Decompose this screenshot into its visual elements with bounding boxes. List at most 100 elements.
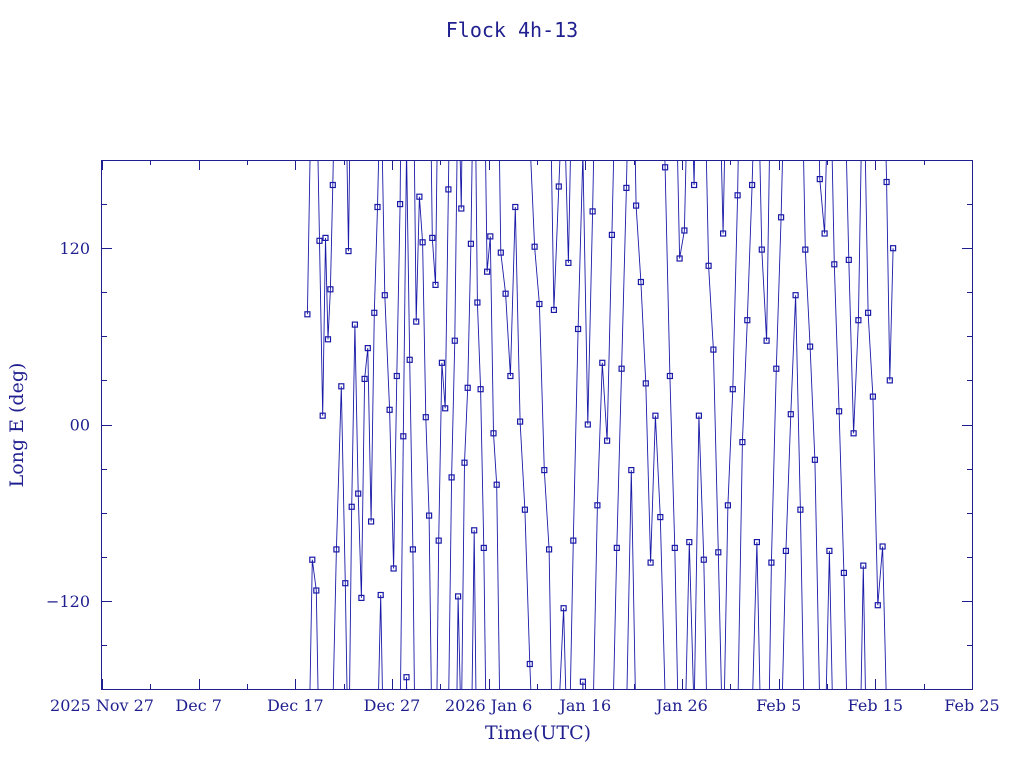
x-tick-label: 2026 Jan 6	[445, 696, 532, 715]
data-point	[811, 456, 819, 463]
data-point	[368, 518, 375, 525]
data-point	[550, 306, 558, 313]
data-point	[715, 549, 722, 556]
data-point	[657, 513, 664, 521]
data-point	[850, 430, 857, 437]
data-point	[545, 546, 553, 553]
data-point	[393, 372, 400, 380]
data-point	[304, 311, 311, 318]
data-point	[390, 565, 397, 572]
chart-title: Flock 4h-13	[446, 18, 578, 42]
data-point	[403, 674, 410, 681]
data-point	[531, 243, 538, 250]
data-point	[442, 405, 449, 412]
x-tick-label: Feb 5	[756, 696, 801, 715]
series-traces	[306, 160, 894, 689]
data-point	[480, 544, 487, 552]
data-point	[768, 559, 775, 566]
data-point	[467, 240, 474, 247]
data-point	[474, 299, 481, 306]
data-point	[502, 290, 509, 297]
x-tick-label: Dec 27	[364, 696, 421, 715]
data-point	[686, 538, 693, 546]
data-point	[490, 430, 497, 437]
data-point	[594, 502, 601, 509]
data-point	[802, 246, 809, 253]
data-point	[435, 537, 442, 544]
data-point	[541, 467, 548, 474]
data-point	[570, 537, 577, 544]
data-point	[381, 292, 388, 299]
data-point	[681, 227, 688, 234]
data-point	[777, 214, 785, 221]
data-point	[438, 359, 445, 366]
data-point	[671, 544, 678, 552]
data-point	[386, 406, 393, 413]
data-point	[816, 176, 823, 183]
data-point	[753, 538, 761, 546]
data-point	[773, 365, 780, 372]
data-point	[690, 181, 698, 189]
data-point	[461, 459, 468, 466]
data-point	[364, 345, 371, 352]
data-point	[493, 481, 500, 488]
data-point	[555, 183, 562, 190]
data-point	[734, 192, 741, 199]
data-point	[526, 660, 533, 668]
x-tick-label: Feb 25	[944, 696, 999, 715]
series-line	[306, 160, 894, 689]
data-point	[700, 556, 707, 563]
data-point	[864, 309, 872, 316]
data-point	[512, 203, 519, 211]
data-point	[345, 248, 352, 255]
data-point	[886, 377, 893, 384]
data-point	[406, 356, 413, 363]
x-tick-label: Dec 17	[267, 696, 324, 715]
data-point	[729, 386, 736, 393]
data-point	[613, 544, 620, 552]
data-point	[710, 346, 717, 353]
data-point	[313, 587, 320, 594]
data-point	[782, 547, 790, 555]
data-point	[322, 234, 329, 241]
data-point	[826, 547, 833, 555]
data-point	[652, 412, 659, 419]
data-point	[374, 203, 381, 211]
data-point	[338, 383, 345, 390]
plot-frame	[101, 160, 973, 690]
data-point	[792, 292, 799, 299]
data-point	[744, 317, 751, 324]
data-point	[516, 418, 524, 425]
data-point	[845, 256, 852, 263]
data-point	[422, 414, 429, 421]
data-point	[397, 201, 404, 208]
data-point	[361, 375, 368, 382]
data-point	[560, 605, 567, 612]
data-point	[637, 278, 645, 286]
data-point	[623, 184, 630, 191]
x-axis-label: Time(UTC)	[485, 722, 591, 744]
data-point	[840, 569, 848, 577]
data-point	[451, 337, 458, 344]
data-point	[419, 239, 426, 246]
data-point	[324, 336, 332, 343]
y-axis-ticks: −120 00 120	[46, 160, 972, 690]
data-point	[333, 546, 340, 553]
data-point	[787, 411, 794, 418]
x-tick-label: Jan 26	[654, 696, 708, 715]
x-axis-ticks: 2025 Nov 27 Dec 7 Dec 17 Dec 27 2026 Jan 6 Ja…	[50, 160, 1000, 715]
data-point	[860, 562, 867, 569]
data-point	[413, 318, 420, 325]
data-point	[855, 317, 862, 324]
x-tick-label: Dec 7	[175, 696, 222, 715]
data-point	[416, 193, 423, 200]
data-point	[455, 593, 462, 600]
data-point	[348, 503, 355, 510]
data-point	[763, 337, 770, 344]
data-point	[351, 321, 358, 328]
data-point	[426, 512, 433, 519]
data-point	[327, 286, 334, 293]
data-point	[666, 372, 674, 380]
y-tick-label: −120	[46, 592, 90, 611]
